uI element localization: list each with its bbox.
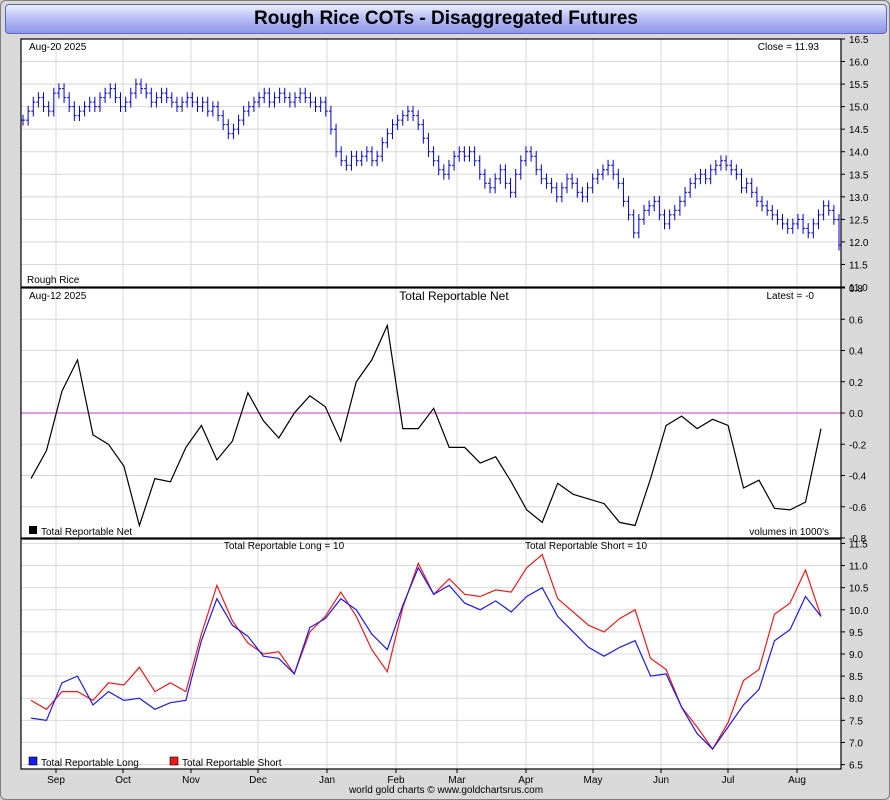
y-tick-label: -0.8 xyxy=(849,534,867,545)
y-tick-label: -0.6 xyxy=(849,503,867,514)
y-tick-label: 6.5 xyxy=(849,761,863,772)
x-tick-label: Dec xyxy=(249,775,267,786)
y-tick-label: 0.6 xyxy=(849,315,863,326)
net-panel-title: Total Reportable Net xyxy=(399,289,509,303)
x-tick-label: Nov xyxy=(182,775,200,786)
y-tick-label: 11.0 xyxy=(849,562,868,573)
net-legend-label: Total Reportable Net xyxy=(41,527,132,538)
y-tick-label: 0.4 xyxy=(849,347,863,358)
y-tick-label: 8.0 xyxy=(849,694,863,705)
x-tick-label: Jul xyxy=(722,775,735,786)
y-tick-label: 9.0 xyxy=(849,650,863,661)
y-tick-label: 10.0 xyxy=(849,606,869,617)
y-tick-label: 15.0 xyxy=(849,103,869,114)
x-tick-label: Apr xyxy=(518,775,534,786)
panel-background xyxy=(21,39,841,287)
y-tick-label: 12.0 xyxy=(849,238,869,249)
long-legend-label: Total Reportable Long xyxy=(41,758,139,769)
volume-units-note: volumes in 1000's xyxy=(749,527,829,538)
y-tick-label: 11.0 xyxy=(849,283,868,294)
y-tick-label: 0.0 xyxy=(849,409,863,420)
y-tick-label: 7.0 xyxy=(849,738,863,749)
x-tick-label: Jan xyxy=(319,775,335,786)
y-tick-label: 16.0 xyxy=(849,58,869,69)
price-close-label: Close = 11.93 xyxy=(758,42,820,53)
price-date-label: Aug-20 2025 xyxy=(29,42,87,53)
panel-border xyxy=(20,38,842,288)
panel-border xyxy=(20,538,842,770)
x-tick-label: Aug xyxy=(788,775,806,786)
short-series-line xyxy=(30,553,822,751)
chart-title: Rough Rice COTs - Disaggregated Futures xyxy=(254,8,638,29)
y-tick-label: 15.5 xyxy=(849,80,869,91)
y-tick-label: 7.5 xyxy=(849,716,863,727)
short-legend-label: Total Reportable Short xyxy=(182,758,282,769)
y-tick-label: 0.2 xyxy=(849,378,863,389)
y-tick-label: 9.5 xyxy=(849,628,863,639)
title-bar: Rough Rice COTs - Disaggregated Futures xyxy=(5,4,887,34)
short-legend-swatch xyxy=(169,756,179,766)
net-latest-label: Latest = -0 xyxy=(766,291,814,302)
x-tick-label: Mar xyxy=(448,775,466,786)
net-legend-swatch xyxy=(29,526,37,534)
y-tick-label: 11.5 xyxy=(849,539,868,550)
x-tick-label: Oct xyxy=(115,775,131,786)
y-tick-label: 0.8 xyxy=(849,284,863,295)
x-tick-label: May xyxy=(584,775,603,786)
net-date-label: Aug-12 2025 xyxy=(29,291,87,302)
panel-border xyxy=(20,287,842,539)
y-tick-label: -0.4 xyxy=(849,472,867,483)
y-tick-label: 14.5 xyxy=(849,125,869,136)
y-tick-label: 10.5 xyxy=(849,584,869,595)
price-series-label: Rough Rice xyxy=(27,275,80,286)
long-latest-label: Total Reportable Long = 10 xyxy=(224,541,345,552)
y-tick-label: -0.2 xyxy=(849,440,867,451)
net-series-line xyxy=(30,323,822,528)
short-latest-label: Total Reportable Short = 10 xyxy=(525,541,647,552)
y-tick-label: 14.0 xyxy=(849,148,869,159)
y-tick-label: 8.5 xyxy=(849,672,863,683)
y-tick-label: 13.5 xyxy=(849,170,869,181)
long-series-line xyxy=(30,566,822,751)
y-tick-label: 16.5 xyxy=(849,35,869,46)
x-tick-label: Feb xyxy=(387,775,405,786)
y-tick-label: 12.5 xyxy=(849,215,869,226)
x-tick-label: Sep xyxy=(47,775,65,786)
y-tick-label: 11.5 xyxy=(849,260,868,271)
footer-credit: world gold charts © www.goldchartsrus.co… xyxy=(348,785,544,796)
x-tick-label: Jun xyxy=(653,775,669,786)
y-tick-label: 13.0 xyxy=(849,193,869,204)
long-legend-swatch xyxy=(28,756,38,766)
